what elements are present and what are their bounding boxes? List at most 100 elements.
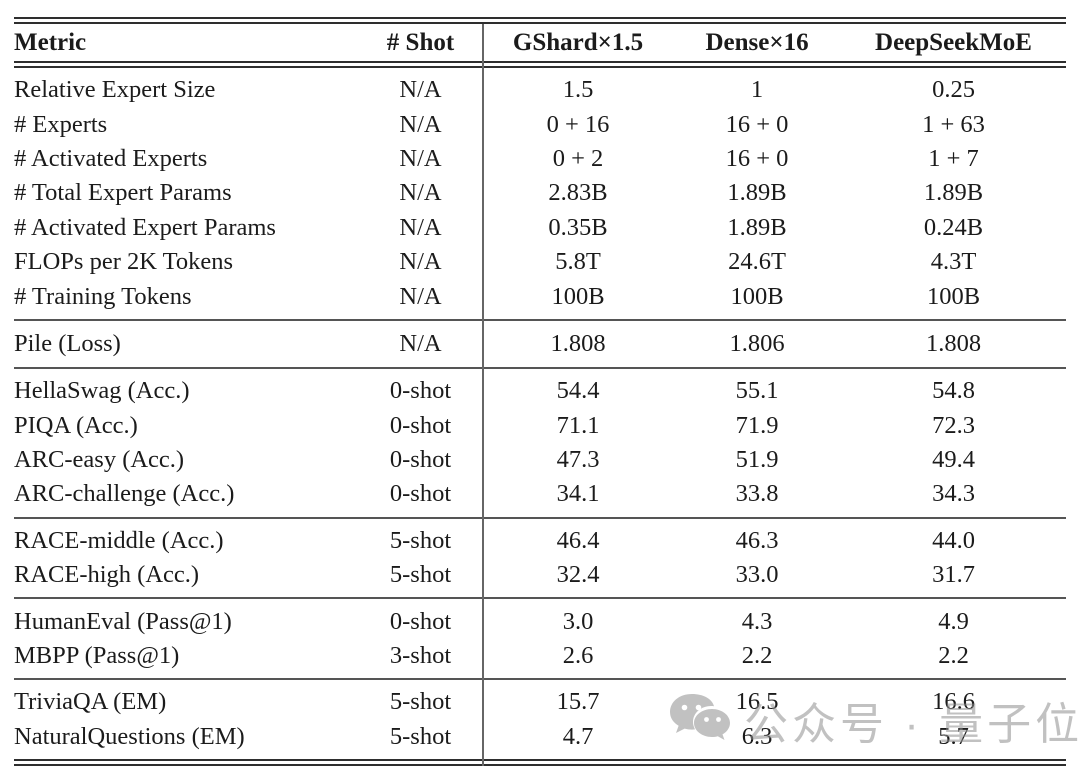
value-cell: 16.6 xyxy=(932,688,975,716)
section-divider-rule xyxy=(14,678,1066,681)
value-cell: 1.808 xyxy=(550,329,606,357)
metric-cell: HumanEval (Pass@1) xyxy=(14,607,232,635)
value-cell: 1 + 7 xyxy=(928,144,979,172)
value-cell: 2.83B xyxy=(548,179,608,207)
value-cell: 1.806 xyxy=(729,329,785,357)
value-cell: 15.7 xyxy=(556,688,600,716)
table-row: NaturalQuestions (EM) 5-shot 4.7 6.3 5.7 xyxy=(14,720,1066,754)
table-row: Pile (Loss) N/A 1.808 1.806 1.808 xyxy=(14,327,1066,361)
metric-cell: # Total Expert Params xyxy=(14,179,232,207)
value-cell: 1.5 xyxy=(562,76,594,104)
section-divider-rule xyxy=(14,367,1066,370)
value-cell: 44.0 xyxy=(932,526,975,554)
table-row: RACE-middle (Acc.) 5-shot 46.4 46.3 44.0 xyxy=(14,524,1066,558)
value-cell: 24.6T xyxy=(728,248,786,276)
value-cell: N/A xyxy=(399,329,442,357)
value-cell: 1.89B xyxy=(923,179,984,207)
metric-cell: # Training Tokens xyxy=(14,282,192,310)
value-cell: 54.4 xyxy=(556,377,600,405)
value-cell: 16 + 0 xyxy=(725,144,789,172)
value-cell: 6.3 xyxy=(741,722,773,750)
value-cell: N/A xyxy=(399,110,442,138)
metric-cell: ARC-easy (Acc.) xyxy=(14,446,185,474)
value-cell: 46.3 xyxy=(735,526,779,554)
table-section: HellaSwag (Acc.) 0-shot 54.4 55.1 54.8 PIQA (… xyxy=(14,369,1066,517)
table-body: Relative Expert Size N/A 1.5 1 0.25 # Experts… xyxy=(14,68,1066,759)
table-row: RACE-high (Acc.) 5-shot 32.4 33.0 31.7 xyxy=(14,558,1066,592)
value-cell: 1 xyxy=(750,76,764,104)
table-row: # Experts N/A 0 + 16 16 + 0 1 + 63 xyxy=(14,107,1066,141)
value-cell: 49.4 xyxy=(932,446,975,474)
metric-cell: HellaSwag (Acc.) xyxy=(14,377,190,405)
metric-cell: # Activated Expert Params xyxy=(14,213,276,241)
table-row: FLOPs per 2K Tokens N/A 5.8T 24.6T 4.3T xyxy=(14,245,1066,279)
table-row: Relative Expert Size N/A 1.5 1 0.25 xyxy=(14,73,1066,107)
value-cell: 0.35B xyxy=(548,213,608,241)
value-cell: 0.24B xyxy=(923,213,984,241)
column-header-deepseekmoe: DeepSeekMoE xyxy=(875,28,1032,56)
table-row: ARC-challenge (Acc.) 0-shot 34.1 33.8 34.3 xyxy=(14,477,1066,511)
value-cell: 3.0 xyxy=(562,607,594,635)
table-section: TriviaQA (EM) 5-shot 15.7 16.5 16.6 NaturalQu… xyxy=(14,680,1066,759)
table-row: PIQA (Acc.) 0-shot 71.1 71.9 72.3 xyxy=(14,409,1066,443)
value-cell: 16.5 xyxy=(735,688,779,716)
value-cell: 55.1 xyxy=(735,377,779,405)
value-cell: 2.2 xyxy=(741,642,773,670)
metric-cell: MBPP (Pass@1) xyxy=(14,642,180,670)
column-header-dense: Dense×16 xyxy=(705,28,809,56)
metric-cell: NaturalQuestions (EM) xyxy=(14,722,245,750)
value-cell: 34.1 xyxy=(556,480,600,508)
table-top-rule xyxy=(14,17,1066,24)
value-cell: 5-shot xyxy=(389,722,452,750)
metric-cell: # Activated Experts xyxy=(14,144,208,172)
value-cell: 5-shot xyxy=(389,526,452,554)
value-cell: 0 + 2 xyxy=(552,144,604,172)
metric-cell: ARC-challenge (Acc.) xyxy=(14,480,235,508)
value-cell: N/A xyxy=(399,76,442,104)
column-header-gshard: GShard×1.5 xyxy=(512,28,644,56)
table-row: # Training Tokens N/A 100B 100B 100B xyxy=(14,279,1066,313)
value-cell: 0-shot xyxy=(389,446,452,474)
metric-cell: PIQA (Acc.) xyxy=(14,411,138,439)
section-divider-rule xyxy=(14,597,1066,600)
value-cell: 72.3 xyxy=(932,411,975,439)
value-cell: 5-shot xyxy=(389,688,452,716)
table-row: # Total Expert Params N/A 2.83B 1.89B 1.89B xyxy=(14,176,1066,210)
column-header-metric: Metric xyxy=(14,28,87,56)
table-row: ARC-easy (Acc.) 0-shot 47.3 51.9 49.4 xyxy=(14,443,1066,477)
metric-cell: Relative Expert Size xyxy=(14,76,216,104)
value-cell: 2.6 xyxy=(562,642,594,670)
value-cell: 5-shot xyxy=(389,561,452,589)
value-cell: 54.8 xyxy=(932,377,975,405)
section-divider-rule xyxy=(14,516,1066,519)
table-section: RACE-middle (Acc.) 5-shot 46.4 46.3 44.0 RACE… xyxy=(14,519,1066,598)
table-row: # Activated Experts N/A 0 + 2 16 + 0 1 + 7 xyxy=(14,142,1066,176)
value-cell: 51.9 xyxy=(735,446,779,474)
metric-cell: TriviaQA (EM) xyxy=(14,688,167,716)
value-cell: 100B xyxy=(551,282,605,310)
section-divider-rule xyxy=(14,318,1066,321)
value-cell: 5.8T xyxy=(555,248,601,276)
table-section: Relative Expert Size N/A 1.5 1 0.25 # Experts… xyxy=(14,68,1066,319)
table-row: MBPP (Pass@1) 3-shot 2.6 2.2 2.2 xyxy=(14,639,1066,673)
value-cell: 1.89B xyxy=(727,179,787,207)
value-cell: 34.3 xyxy=(932,480,975,508)
value-cell: 0 + 16 xyxy=(546,110,610,138)
value-cell: 0.25 xyxy=(932,76,975,104)
value-cell: 0-shot xyxy=(389,607,452,635)
value-cell: 71.1 xyxy=(556,411,600,439)
metric-cell: RACE-high (Acc.) xyxy=(14,561,200,589)
metric-cell: FLOPs per 2K Tokens xyxy=(14,248,234,276)
value-cell: 1 + 63 xyxy=(922,110,985,138)
value-cell: 3-shot xyxy=(389,642,452,670)
column-divider-line xyxy=(482,24,484,766)
table-row: HellaSwag (Acc.) 0-shot 54.4 55.1 54.8 xyxy=(14,374,1066,408)
value-cell: N/A xyxy=(399,144,442,172)
value-cell: 1.89B xyxy=(727,213,787,241)
value-cell: N/A xyxy=(399,282,442,310)
value-cell: 33.8 xyxy=(735,480,779,508)
value-cell: 0-shot xyxy=(389,377,452,405)
results-table: Metric # Shot GShard×1.5 Dense×16 DeepSe… xyxy=(14,17,1066,767)
value-cell: 100B xyxy=(730,282,784,310)
value-cell: 100B xyxy=(926,282,981,310)
